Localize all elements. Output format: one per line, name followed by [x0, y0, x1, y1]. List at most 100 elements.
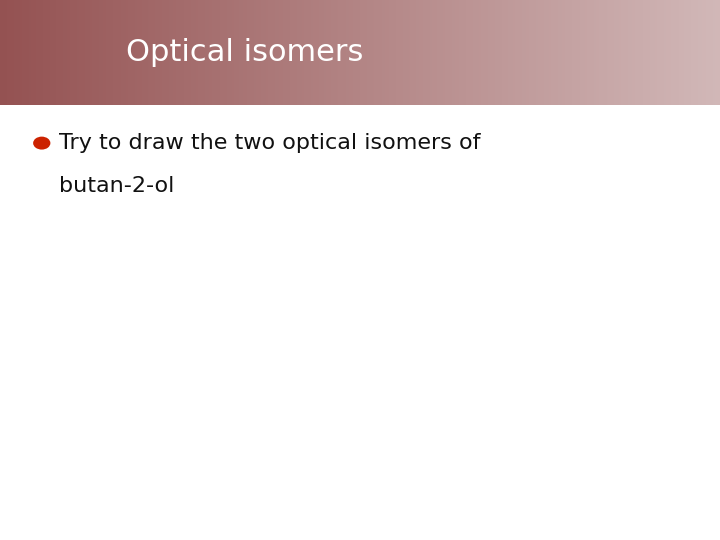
Bar — [549, 0, 551, 105]
Bar — [425, 0, 426, 105]
Bar — [603, 0, 605, 105]
Bar — [421, 0, 423, 105]
Bar — [621, 0, 623, 105]
Bar — [416, 0, 418, 105]
Bar — [119, 0, 121, 105]
Bar — [546, 0, 547, 105]
Bar — [112, 0, 114, 105]
Bar — [563, 0, 565, 105]
Bar — [202, 0, 203, 105]
Bar — [544, 0, 546, 105]
Bar — [614, 0, 616, 105]
Bar — [335, 0, 337, 105]
Bar — [679, 0, 680, 105]
Bar — [596, 0, 598, 105]
Bar — [680, 0, 683, 105]
Bar — [292, 0, 294, 105]
Bar — [270, 0, 272, 105]
Bar — [140, 0, 143, 105]
Bar — [439, 0, 441, 105]
Bar — [189, 0, 191, 105]
Bar — [222, 0, 223, 105]
Bar — [500, 0, 503, 105]
Bar — [618, 0, 619, 105]
Bar — [488, 0, 490, 105]
Bar — [533, 0, 534, 105]
Bar — [155, 0, 157, 105]
Bar — [193, 0, 194, 105]
Bar — [452, 0, 454, 105]
Bar — [95, 0, 97, 105]
Bar — [688, 0, 690, 105]
Bar — [196, 0, 198, 105]
Bar — [374, 0, 376, 105]
Bar — [426, 0, 428, 105]
Bar — [628, 0, 630, 105]
Bar — [534, 0, 536, 105]
Bar — [397, 0, 400, 105]
Bar — [716, 0, 719, 105]
Bar — [49, 0, 50, 105]
Bar — [418, 0, 419, 105]
Bar — [37, 0, 40, 105]
Bar — [13, 0, 14, 105]
Bar — [151, 0, 153, 105]
Bar — [144, 0, 145, 105]
Bar — [677, 0, 679, 105]
Bar — [124, 0, 126, 105]
Bar — [108, 0, 109, 105]
Bar — [400, 0, 402, 105]
Bar — [433, 0, 436, 105]
Bar — [365, 0, 367, 105]
Circle shape — [33, 137, 50, 150]
Bar — [598, 0, 600, 105]
Bar — [508, 0, 510, 105]
Bar — [304, 0, 306, 105]
Bar — [310, 0, 312, 105]
Bar — [167, 0, 169, 105]
Bar — [30, 0, 32, 105]
Bar — [504, 0, 505, 105]
Bar — [265, 0, 266, 105]
Bar — [117, 0, 119, 105]
Bar — [355, 0, 356, 105]
Bar — [484, 0, 486, 105]
Bar — [220, 0, 222, 105]
Bar — [684, 0, 686, 105]
Bar — [673, 0, 675, 105]
Bar — [243, 0, 245, 105]
Bar — [490, 0, 491, 105]
Bar — [536, 0, 539, 105]
Bar — [531, 0, 533, 105]
Bar — [713, 0, 714, 105]
Bar — [338, 0, 340, 105]
Bar — [171, 0, 173, 105]
Bar — [701, 0, 702, 105]
Bar — [198, 0, 200, 105]
Bar — [611, 0, 612, 105]
Bar — [461, 0, 462, 105]
Bar — [562, 0, 563, 105]
Bar — [361, 0, 364, 105]
Bar — [86, 0, 88, 105]
Bar — [36, 0, 37, 105]
Bar — [539, 0, 540, 105]
Bar — [524, 0, 526, 105]
Bar — [7, 0, 9, 105]
Bar — [482, 0, 484, 105]
Bar — [207, 0, 209, 105]
Bar — [315, 0, 317, 105]
Bar — [378, 0, 380, 105]
Bar — [402, 0, 403, 105]
Bar — [54, 0, 56, 105]
Bar — [560, 0, 562, 105]
Bar — [529, 0, 531, 105]
Bar — [319, 0, 320, 105]
Bar — [655, 0, 657, 105]
Bar — [4, 0, 6, 105]
Bar — [491, 0, 493, 105]
Bar — [448, 0, 450, 105]
Bar — [410, 0, 413, 105]
Bar — [1, 0, 4, 105]
Bar — [367, 0, 369, 105]
